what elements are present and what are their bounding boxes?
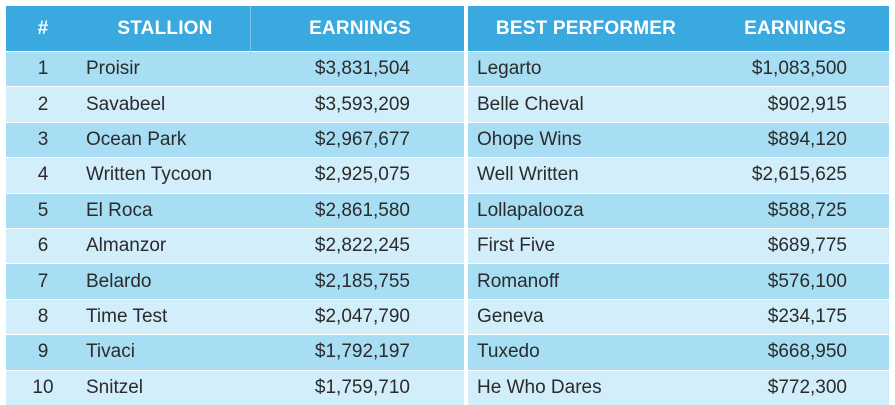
best-performer-row: Legarto $1,083,500 (468, 50, 889, 87)
best-performer-row: Tuxedo $668,950 (468, 334, 889, 371)
stallion-earnings: $2,185,755 (250, 263, 464, 300)
best-performer-earnings: $772,300 (704, 369, 889, 405)
stallion-rank: 7 (6, 263, 80, 300)
best-performer-table-body: Legarto $1,083,500 Belle Cheval $902,915 Oho… (468, 50, 889, 405)
best-performer-name: Tuxedo (468, 334, 704, 371)
best-performer-earnings: $588,725 (704, 192, 889, 229)
stallion-header: STALLION (80, 6, 251, 52)
stallion-row: 5 El Roca $2,861,580 (6, 192, 464, 229)
stallion-row: 1 Proisir $3,831,504 (6, 50, 464, 87)
best-performer-row: Romanoff $576,100 (468, 263, 889, 300)
stallion-row: 10 Snitzel $1,759,710 (6, 369, 464, 405)
best-performer-header: BEST PERFORMER (468, 6, 704, 52)
stallion-rank: 1 (6, 50, 80, 87)
best-performer-earnings: $576,100 (704, 263, 889, 300)
rank-header: # (6, 6, 80, 52)
best-performer-earnings: $668,950 (704, 334, 889, 371)
best-performer-row: Ohope Wins $894,120 (468, 121, 889, 158)
stallion-row: 8 Time Test $2,047,790 (6, 298, 464, 335)
stallion-row: 2 Savabeel $3,593,209 (6, 86, 464, 123)
stallion-rank: 5 (6, 192, 80, 229)
best-performer-name: He Who Dares (468, 369, 704, 405)
stallion-earnings: $2,047,790 (250, 298, 464, 335)
best-performer-row: He Who Dares $772,300 (468, 369, 889, 405)
stallion-row: 9 Tivaci $1,792,197 (6, 334, 464, 371)
best-performer-earnings: $902,915 (704, 86, 889, 123)
stallion-earnings-header: EARNINGS (250, 6, 464, 52)
stallion-rank: 8 (6, 298, 80, 335)
best-performer-earnings-header: EARNINGS (704, 6, 889, 52)
stallion-earnings: $2,925,075 (250, 157, 464, 194)
stallion-rank: 3 (6, 121, 80, 158)
stallion-row: 6 Almanzor $2,822,245 (6, 227, 464, 264)
stallion-earnings: $2,861,580 (250, 192, 464, 229)
stallion-rank: 4 (6, 157, 80, 194)
best-performer-earnings: $2,615,625 (704, 157, 889, 194)
stallion-rank: 10 (6, 369, 80, 405)
best-performer-row: Well Written $2,615,625 (468, 157, 889, 194)
best-performer-name: Belle Cheval (468, 86, 704, 123)
best-performer-earnings: $1,083,500 (704, 50, 889, 87)
stallion-row: 3 Ocean Park $2,967,677 (6, 121, 464, 158)
stallion-name: Tivaci (80, 334, 251, 371)
best-performer-row: Geneva $234,175 (468, 298, 889, 335)
best-performer-row: Belle Cheval $902,915 (468, 86, 889, 123)
stallion-row: 4 Written Tycoon $2,925,075 (6, 157, 464, 194)
stallion-table-header: # STALLION EARNINGS (6, 6, 464, 52)
best-performer-row: First Five $689,775 (468, 227, 889, 264)
stallion-name: Ocean Park (80, 121, 251, 158)
stallion-earnings: $3,593,209 (250, 86, 464, 123)
stallion-table-body: 1 Proisir $3,831,504 2 Savabeel $3,593,209 3 Oc… (6, 50, 464, 405)
best-performer-name: Well Written (468, 157, 704, 194)
best-performer-row: Lollapalooza $588,725 (468, 192, 889, 229)
stallion-name: Savabeel (80, 86, 251, 123)
best-performer-name: Ohope Wins (468, 121, 704, 158)
stallion-earnings: $1,759,710 (250, 369, 464, 405)
stallion-rank: 2 (6, 86, 80, 123)
stallion-name: El Roca (80, 192, 251, 229)
stallion-name: Proisir (80, 50, 251, 87)
stallion-row: 7 Belardo $2,185,755 (6, 263, 464, 300)
stallion-earnings: $2,822,245 (250, 227, 464, 264)
best-performer-name: Lollapalooza (468, 192, 704, 229)
stallion-name: Written Tycoon (80, 157, 251, 194)
best-performer-table: BEST PERFORMER EARNINGS Legarto $1,083,50… (468, 6, 889, 405)
best-performer-table-header: BEST PERFORMER EARNINGS (468, 6, 889, 52)
best-performer-name: Geneva (468, 298, 704, 335)
stallion-name: Time Test (80, 298, 251, 335)
stallion-rank: 9 (6, 334, 80, 371)
stallion-earnings: $2,967,677 (250, 121, 464, 158)
stallion-table: # STALLION EARNINGS 1 Proisir $3,831,504 2 S… (6, 6, 464, 405)
stallion-name: Snitzel (80, 369, 251, 405)
best-performer-name: Legarto (468, 50, 704, 87)
stallion-name: Belardo (80, 263, 251, 300)
best-performer-name: Romanoff (468, 263, 704, 300)
best-performer-earnings: $689,775 (704, 227, 889, 264)
best-performer-earnings: $894,120 (704, 121, 889, 158)
best-performer-earnings: $234,175 (704, 298, 889, 335)
stallion-rank: 6 (6, 227, 80, 264)
stallion-earnings: $3,831,504 (250, 50, 464, 87)
stallion-name: Almanzor (80, 227, 251, 264)
stallion-earnings: $1,792,197 (250, 334, 464, 371)
best-performer-name: First Five (468, 227, 704, 264)
